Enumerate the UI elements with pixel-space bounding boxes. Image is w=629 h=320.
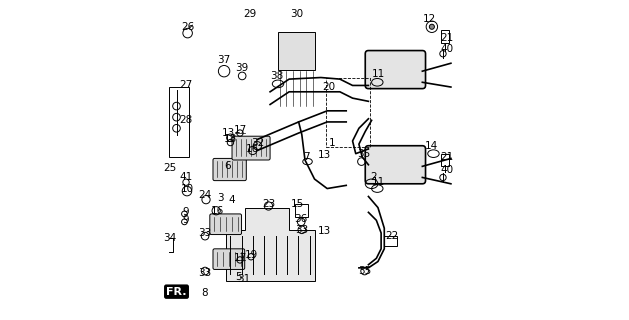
Text: 11: 11: [371, 69, 384, 79]
Text: 19: 19: [245, 250, 258, 260]
Text: 5: 5: [235, 272, 242, 282]
FancyBboxPatch shape: [365, 51, 426, 89]
Text: 3: 3: [218, 193, 224, 203]
Text: 14: 14: [425, 141, 438, 151]
Text: 12: 12: [423, 14, 436, 24]
Text: 22: 22: [386, 231, 399, 241]
Text: 33: 33: [198, 228, 212, 238]
Text: 7: 7: [303, 152, 310, 162]
Text: 18: 18: [224, 134, 237, 144]
Text: 40: 40: [440, 44, 454, 54]
Text: 21: 21: [440, 33, 454, 43]
Text: 39: 39: [235, 63, 248, 73]
Text: 33: 33: [198, 268, 212, 278]
Text: 17: 17: [233, 253, 247, 263]
Text: 15: 15: [291, 199, 304, 209]
Text: 1: 1: [328, 138, 335, 148]
Text: FR.: FR.: [166, 287, 187, 297]
Text: 10: 10: [181, 184, 194, 194]
Circle shape: [430, 24, 435, 29]
Text: 4: 4: [229, 195, 235, 205]
Text: 24: 24: [198, 190, 212, 200]
Bar: [442, 30, 449, 43]
Text: 30: 30: [291, 9, 304, 19]
Text: 32: 32: [251, 138, 264, 148]
Text: 33: 33: [295, 225, 308, 235]
FancyBboxPatch shape: [213, 249, 245, 269]
Text: 20: 20: [322, 82, 335, 92]
Text: 25: 25: [164, 163, 177, 173]
FancyBboxPatch shape: [365, 146, 426, 184]
Text: 16: 16: [211, 206, 225, 216]
Text: 35: 35: [357, 149, 370, 159]
Text: 11: 11: [371, 177, 384, 187]
Bar: [442, 154, 449, 166]
Polygon shape: [226, 208, 314, 281]
Text: 9: 9: [182, 215, 189, 225]
FancyBboxPatch shape: [210, 214, 242, 235]
Text: 13: 13: [318, 150, 331, 160]
Bar: [169, 87, 189, 157]
Text: 36: 36: [294, 214, 308, 224]
Text: 6: 6: [224, 161, 231, 171]
Text: 13: 13: [318, 226, 331, 236]
Text: 27: 27: [179, 80, 192, 91]
Text: 31: 31: [238, 274, 251, 284]
Text: 16: 16: [246, 144, 259, 154]
Text: 41: 41: [179, 172, 192, 182]
Text: 17: 17: [233, 125, 247, 135]
Text: 13: 13: [222, 128, 235, 138]
Bar: [326, 77, 370, 147]
Bar: [296, 204, 308, 217]
Text: 21: 21: [440, 152, 454, 162]
Text: 29: 29: [243, 9, 256, 19]
Bar: [278, 32, 314, 69]
Text: 9: 9: [182, 207, 189, 217]
Text: 40: 40: [440, 164, 454, 174]
Text: 23: 23: [262, 199, 275, 209]
FancyBboxPatch shape: [213, 158, 247, 180]
Text: 35: 35: [359, 266, 372, 276]
Text: 37: 37: [218, 55, 231, 65]
Text: 8: 8: [202, 288, 208, 298]
Text: 28: 28: [179, 115, 192, 125]
Text: 38: 38: [270, 71, 283, 81]
Bar: [384, 236, 397, 246]
Text: 34: 34: [164, 233, 177, 243]
Text: 2: 2: [370, 172, 377, 182]
FancyBboxPatch shape: [232, 136, 270, 160]
Text: 26: 26: [181, 22, 194, 32]
